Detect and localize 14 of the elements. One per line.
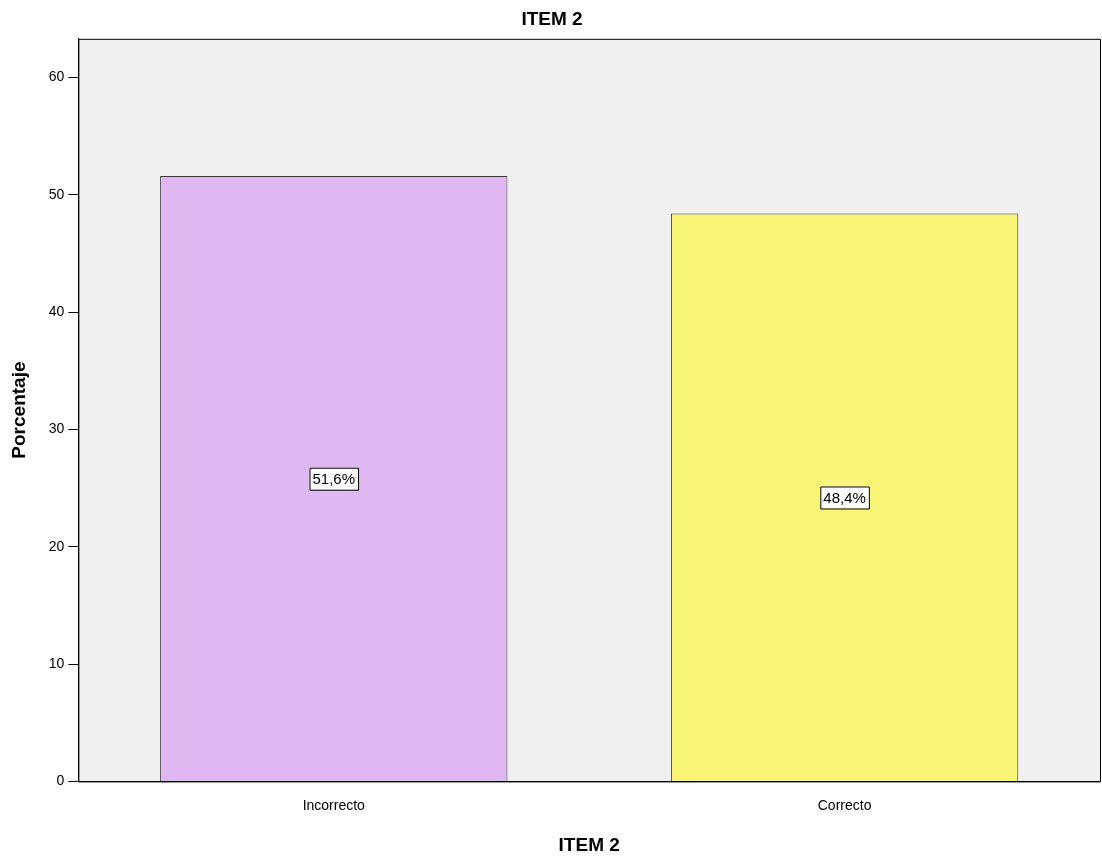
x-axis-title: ITEM 2	[558, 833, 620, 855]
y-tick-label: 30	[48, 420, 65, 437]
chart-title: ITEM 2	[521, 7, 583, 29]
y-tick-label: 50	[48, 185, 65, 202]
y-axis-title: Porcentaje	[7, 361, 29, 459]
data-label: 51,6%	[312, 469, 356, 487]
y-tick-label: 10	[48, 654, 65, 671]
x-tick-label: Incorrecto	[302, 796, 366, 813]
x-tick-label: Correcto	[817, 796, 872, 813]
data-label: 48,4%	[823, 488, 866, 506]
y-tick-label: 40	[48, 303, 65, 319]
y-tick-label: 20	[48, 537, 65, 554]
y-tick-label: 60	[48, 68, 65, 85]
y-tick-label: 0	[56, 772, 65, 789]
